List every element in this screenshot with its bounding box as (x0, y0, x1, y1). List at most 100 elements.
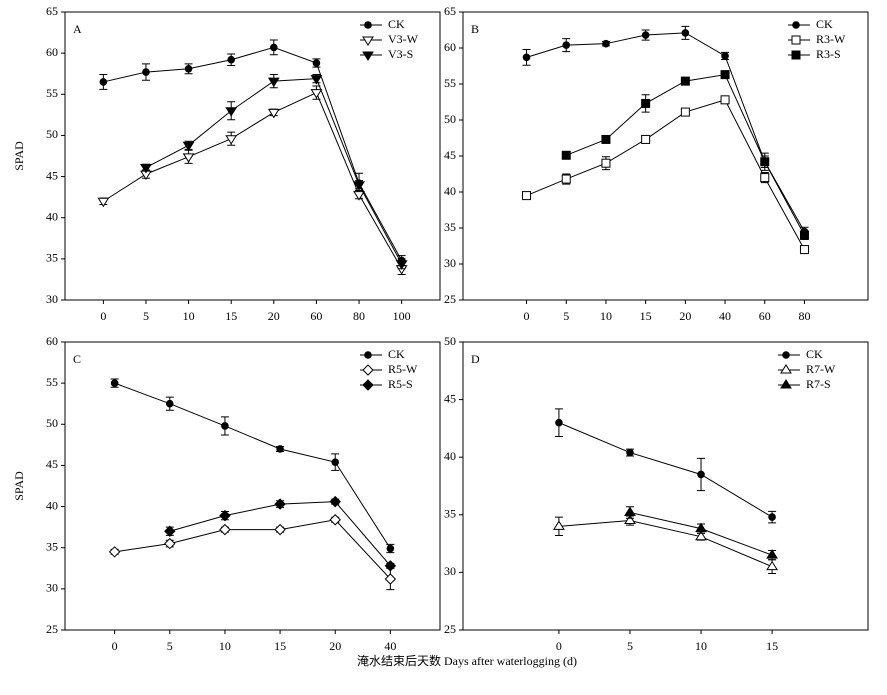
panel-label: A (73, 22, 82, 36)
x-tick-label: 15 (640, 309, 652, 323)
data-point (522, 53, 531, 62)
data-point (274, 523, 286, 536)
data-point (561, 174, 571, 184)
x-tick-label: 60 (759, 309, 771, 323)
data-point (274, 498, 286, 510)
data-point (270, 43, 278, 52)
y-tick-label: 25 (444, 292, 456, 306)
legend-marker (780, 364, 792, 374)
data-point (99, 78, 108, 86)
data-point (353, 191, 365, 201)
data-point (555, 418, 563, 427)
y-tick-label: 65 (46, 4, 58, 18)
data-point (799, 230, 809, 240)
data-point (562, 41, 571, 49)
panel-label: C (73, 352, 81, 366)
data-point (312, 59, 321, 67)
data-point (624, 506, 636, 516)
y-tick-label: 60 (46, 45, 58, 59)
data-point (624, 514, 636, 525)
data-point (140, 164, 152, 174)
data-point (142, 68, 150, 76)
series-line (526, 32, 805, 232)
data-point (329, 514, 341, 526)
x-tick-label: 0 (524, 309, 530, 323)
x-tick-label: 15 (225, 309, 237, 323)
data-point (384, 573, 397, 585)
y-axis-label: SPAD (12, 141, 26, 171)
y-tick-label: 40 (46, 498, 58, 512)
x-tick-label: 100 (393, 309, 411, 323)
y-tick-label: 50 (444, 112, 456, 126)
panel-label: D (471, 352, 480, 366)
y-tick-label: 40 (444, 184, 456, 198)
data-point (641, 31, 650, 39)
data-point (395, 260, 408, 270)
data-point (164, 525, 176, 537)
legend-marker (364, 21, 372, 29)
plot-frame (64, 11, 441, 301)
data-point (553, 520, 565, 530)
series-line (566, 74, 805, 236)
data-point (522, 191, 532, 201)
x-tick-label: 10 (183, 309, 195, 323)
legend-label: R7-W (806, 362, 836, 376)
y-tick-label: 55 (444, 76, 456, 90)
y-tick-label: 35 (46, 251, 58, 265)
x-tick-label: 5 (143, 309, 149, 323)
y-tick-label: 30 (444, 256, 456, 270)
data-point (680, 107, 690, 117)
legend-label: V3-W (388, 32, 419, 46)
data-point (680, 76, 690, 86)
x-tick-label: 20 (679, 309, 691, 323)
y-tick-label: 40 (444, 449, 456, 463)
y-tick-label: 30 (46, 581, 58, 595)
series-line (114, 519, 391, 580)
legend-label: R5-W (388, 362, 418, 376)
data-point (720, 95, 730, 105)
legend-marker (791, 35, 801, 45)
x-tick-label: 40 (719, 309, 731, 323)
x-tick-label: 10 (600, 309, 612, 323)
legend-label: R3-S (816, 47, 841, 61)
data-point (110, 379, 119, 387)
data-point (97, 197, 110, 208)
data-point (601, 158, 611, 168)
legend-marker (362, 51, 374, 61)
data-point (219, 509, 231, 522)
x-tick-label: 40 (384, 639, 396, 653)
y-tick-label: 50 (46, 416, 58, 430)
y-tick-label: 30 (46, 292, 58, 306)
y-tick-label: 35 (444, 220, 456, 234)
data-point (561, 150, 571, 160)
data-point (641, 98, 651, 108)
data-point (760, 173, 770, 183)
legend-label: CK (806, 347, 823, 361)
y-tick-label: 35 (444, 507, 456, 521)
data-point (384, 560, 397, 572)
data-point (760, 157, 770, 167)
data-point (267, 108, 280, 119)
data-point (766, 549, 778, 559)
legend-marker (792, 21, 800, 29)
data-point (227, 55, 235, 64)
x-tick-label: 20 (268, 309, 280, 323)
data-point (601, 134, 611, 144)
data-point (221, 422, 229, 430)
panel-label: B (471, 22, 479, 36)
series-line (558, 422, 773, 518)
y-tick-label: 45 (444, 148, 456, 162)
y-tick-label: 30 (444, 564, 456, 578)
y-axis-label: SPAD (12, 471, 26, 501)
series-line (526, 99, 805, 250)
y-tick-label: 25 (46, 622, 58, 636)
data-point (329, 495, 341, 508)
data-point (721, 52, 729, 60)
data-point (766, 560, 778, 571)
y-tick-label: 40 (46, 209, 58, 223)
data-point (182, 153, 195, 163)
y-tick-label: 50 (46, 127, 58, 141)
legend-marker (362, 36, 374, 46)
x-tick-label: 20 (329, 639, 341, 653)
legend-label: CK (388, 17, 405, 31)
